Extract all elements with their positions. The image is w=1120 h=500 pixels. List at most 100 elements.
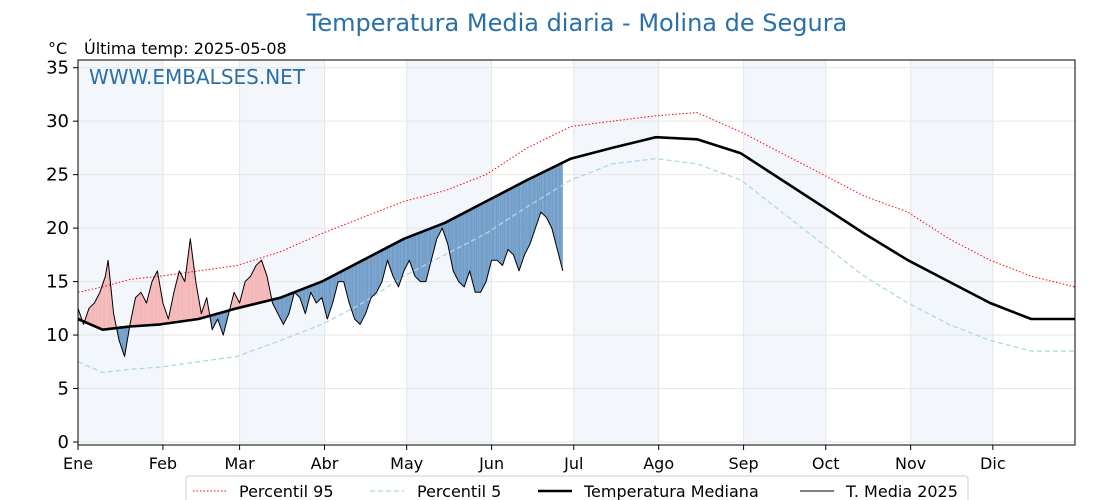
fill-below-median — [480, 203, 483, 293]
fill-below-median — [336, 273, 339, 287]
fill-below-median — [365, 258, 367, 314]
fill-below-median — [516, 184, 518, 267]
fill-below-median — [520, 182, 522, 267]
fill-below-median — [369, 255, 372, 302]
fill-below-median — [350, 265, 352, 311]
fill-below-median — [398, 240, 400, 287]
x-tick-label: Ago — [643, 454, 674, 473]
fill-above-median — [195, 281, 198, 320]
fill-below-median — [397, 241, 399, 287]
fill-below-median — [373, 253, 376, 295]
fill-below-median — [466, 210, 469, 279]
fill-above-median — [175, 281, 177, 323]
fill-below-median — [302, 288, 304, 310]
fill-above-median — [258, 261, 261, 303]
watermark-text: WWW.EMBALSES.NET — [89, 65, 306, 89]
fill-above-median — [104, 276, 106, 330]
fill-below-median — [498, 194, 500, 263]
fill-below-median — [538, 173, 540, 221]
fill-below-median — [531, 177, 533, 241]
fill-below-median — [349, 266, 351, 307]
fill-below-median — [529, 177, 532, 245]
fill-above-median — [156, 270, 158, 325]
fill-below-median — [523, 181, 525, 259]
fill-below-median — [342, 270, 344, 282]
fill-above-median — [254, 265, 257, 304]
fill-below-median — [286, 294, 288, 320]
fill-below-median — [462, 212, 465, 287]
fill-below-median — [465, 211, 467, 283]
fill-below-median — [360, 260, 362, 325]
fill-below-median — [429, 228, 432, 266]
fill-below-median — [527, 179, 529, 250]
fill-above-median — [142, 294, 144, 326]
fill-below-median — [220, 312, 222, 332]
fill-above-median — [105, 272, 107, 330]
fill-below-median — [453, 217, 455, 274]
fill-above-median — [94, 300, 96, 327]
fill-below-median — [536, 174, 539, 225]
fill-below-median — [513, 186, 515, 259]
fill-above-median — [154, 273, 157, 325]
fill-below-median — [425, 229, 428, 282]
fill-below-median — [320, 281, 322, 299]
y-tick-label: 30 — [46, 111, 69, 132]
fill-below-median — [283, 296, 285, 325]
fill-above-median — [243, 281, 246, 307]
y-tick-label: 15 — [46, 272, 69, 293]
fill-below-median — [121, 327, 124, 353]
fill-below-median — [402, 238, 404, 275]
fill-below-median — [553, 166, 555, 239]
fill-below-median — [298, 290, 300, 298]
fill-below-median — [410, 235, 413, 269]
fill-below-median — [305, 287, 307, 314]
fill-above-median — [95, 297, 98, 328]
month-bands — [78, 60, 993, 445]
x-tick-label: Oct — [812, 454, 840, 473]
fill-below-median — [316, 283, 318, 303]
fill-below-median — [368, 256, 370, 306]
fill-above-median — [264, 268, 266, 302]
month-band — [910, 60, 993, 445]
fill-below-median — [524, 180, 526, 255]
fill-below-median — [375, 253, 377, 294]
fill-below-median — [364, 258, 366, 317]
fill-above-median — [177, 270, 180, 322]
legend-label-p95: Percentil 95 — [239, 482, 334, 500]
fill-above-median — [140, 292, 143, 326]
fill-below-median — [327, 278, 329, 320]
fill-above-median — [157, 270, 159, 325]
fill-above-median — [250, 273, 252, 305]
fill-above-median — [91, 304, 94, 326]
fill-below-median — [125, 326, 128, 349]
fill-below-median — [406, 237, 409, 266]
fill-below-median — [514, 185, 517, 263]
fill-below-median — [414, 233, 417, 278]
fill-below-median — [413, 234, 415, 277]
fill-above-median — [265, 272, 267, 302]
fill-below-median — [303, 288, 306, 314]
fill-above-median — [150, 281, 152, 326]
fill-below-median — [277, 297, 280, 317]
fill-above-median — [136, 294, 139, 327]
fill-above-median — [98, 292, 100, 329]
fill-below-median — [436, 225, 439, 239]
fill-above-median — [139, 292, 141, 326]
fill-below-median — [534, 175, 536, 233]
x-tick-label: Jun — [478, 454, 504, 473]
fill-below-median — [483, 202, 485, 287]
fill-below-median — [431, 227, 433, 261]
legend-label-p5: Percentil 5 — [417, 482, 501, 500]
fill-below-median — [543, 171, 546, 217]
fill-below-median — [510, 187, 513, 254]
fill-above-median — [205, 297, 207, 318]
fill-above-median — [234, 292, 236, 310]
fill-below-median — [382, 249, 384, 282]
fill-below-median — [380, 250, 383, 285]
fill-below-median — [395, 242, 398, 285]
fill-below-median — [461, 213, 463, 286]
fill-below-median — [508, 189, 510, 251]
fill-below-median — [540, 172, 543, 214]
fill-below-median — [339, 271, 341, 282]
